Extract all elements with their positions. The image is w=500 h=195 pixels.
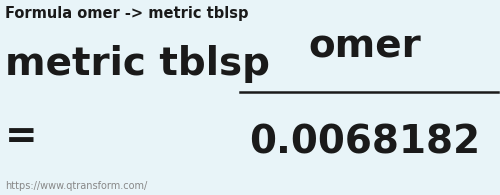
Text: https://www.qtransform.com/: https://www.qtransform.com/ — [5, 181, 147, 191]
Text: metric tblsp: metric tblsp — [5, 45, 270, 83]
Text: omer: omer — [308, 28, 422, 66]
Text: =: = — [5, 118, 38, 155]
Text: Formula omer -> metric tblsp: Formula omer -> metric tblsp — [5, 6, 248, 21]
Text: 0.0068182: 0.0068182 — [250, 123, 480, 161]
